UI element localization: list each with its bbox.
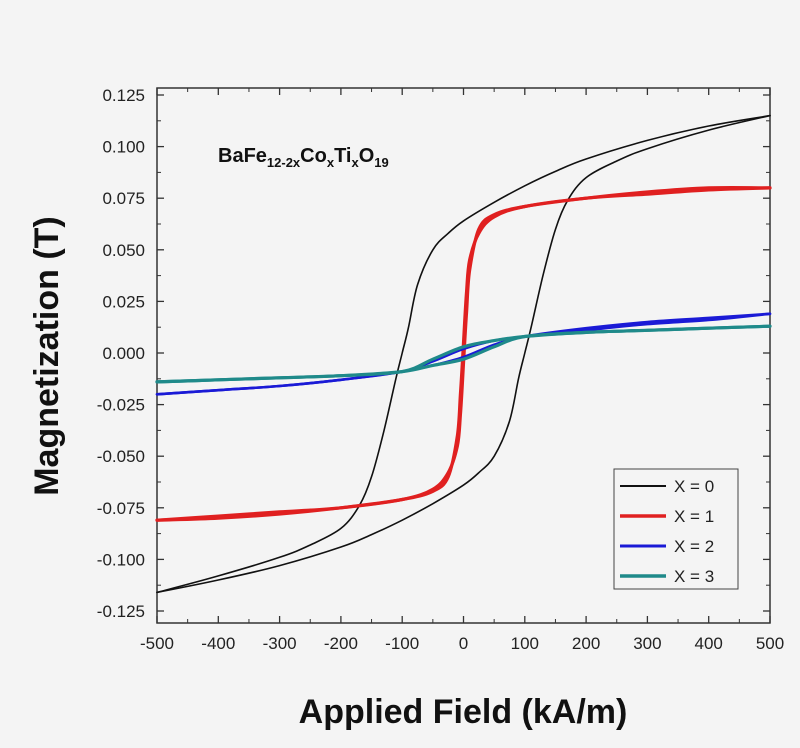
x-tick-label: -300 <box>263 634 297 653</box>
x-tick-label: 500 <box>756 634 784 653</box>
x-axis-title: Applied Field (kA/m) <box>299 693 628 731</box>
formula-subscript: 19 <box>374 155 388 170</box>
y-axis-title: Magnetization (T) <box>28 216 66 496</box>
x-tick-label: -100 <box>385 634 419 653</box>
y-tick-label: 0.100 <box>102 138 145 157</box>
y-tick-label: -0.050 <box>97 447 145 466</box>
formula-part: Ti <box>334 145 351 167</box>
series-line-x-3-lower <box>155 324 772 384</box>
composition-annotation: BaFe12-2xCoxTixO19 <box>218 145 389 170</box>
legend-label: X = 0 <box>674 477 714 496</box>
legend-label: X = 1 <box>674 507 714 526</box>
x-tick-label: 0 <box>459 634 468 653</box>
y-tick-label: 0.075 <box>102 189 145 208</box>
y-tick-label: -0.075 <box>97 499 145 518</box>
x-tick-label: 200 <box>572 634 600 653</box>
y-tick-label: -0.100 <box>97 550 145 569</box>
x-tick-label: -500 <box>140 634 174 653</box>
formula-part: O <box>359 145 375 167</box>
y-tick-label: 0.125 <box>102 86 145 105</box>
series-layer <box>155 114 772 594</box>
y-tick-label: -0.025 <box>97 396 145 415</box>
y-tick-label: 0.025 <box>102 292 145 311</box>
x-tick-label: 100 <box>511 634 539 653</box>
formula-subscript: x <box>351 155 359 170</box>
legend-label: X = 2 <box>674 537 714 556</box>
ticks-layer: -500 -400 -300 -200 -100 0 100 200 300 400 500 0.12… <box>97 86 784 653</box>
legend: X = 0 X = 1 X = 2 X = 3 <box>613 468 739 590</box>
x-tick-label: -200 <box>324 634 358 653</box>
legend-box <box>613 468 739 590</box>
series-line-x-1-lower <box>155 185 772 522</box>
formula-subscript: x <box>327 155 335 170</box>
series-line-x-0-upper <box>156 114 771 594</box>
formula-subscript: 12-2x <box>267 155 301 170</box>
formula-part: Co <box>300 145 327 167</box>
y-tick-label: 0.050 <box>102 241 145 260</box>
y-tick-label: -0.125 <box>97 602 145 621</box>
series-line-x-0-lower <box>156 114 771 594</box>
y-tick-label: 0.000 <box>102 344 145 363</box>
x-tick-label: 300 <box>633 634 661 653</box>
x-tick-label: -400 <box>201 634 235 653</box>
series-line-x-2-lower <box>155 312 772 396</box>
formula-part: BaFe <box>218 145 267 167</box>
x-tick-label: 400 <box>695 634 723 653</box>
legend-label: X = 3 <box>674 567 714 586</box>
